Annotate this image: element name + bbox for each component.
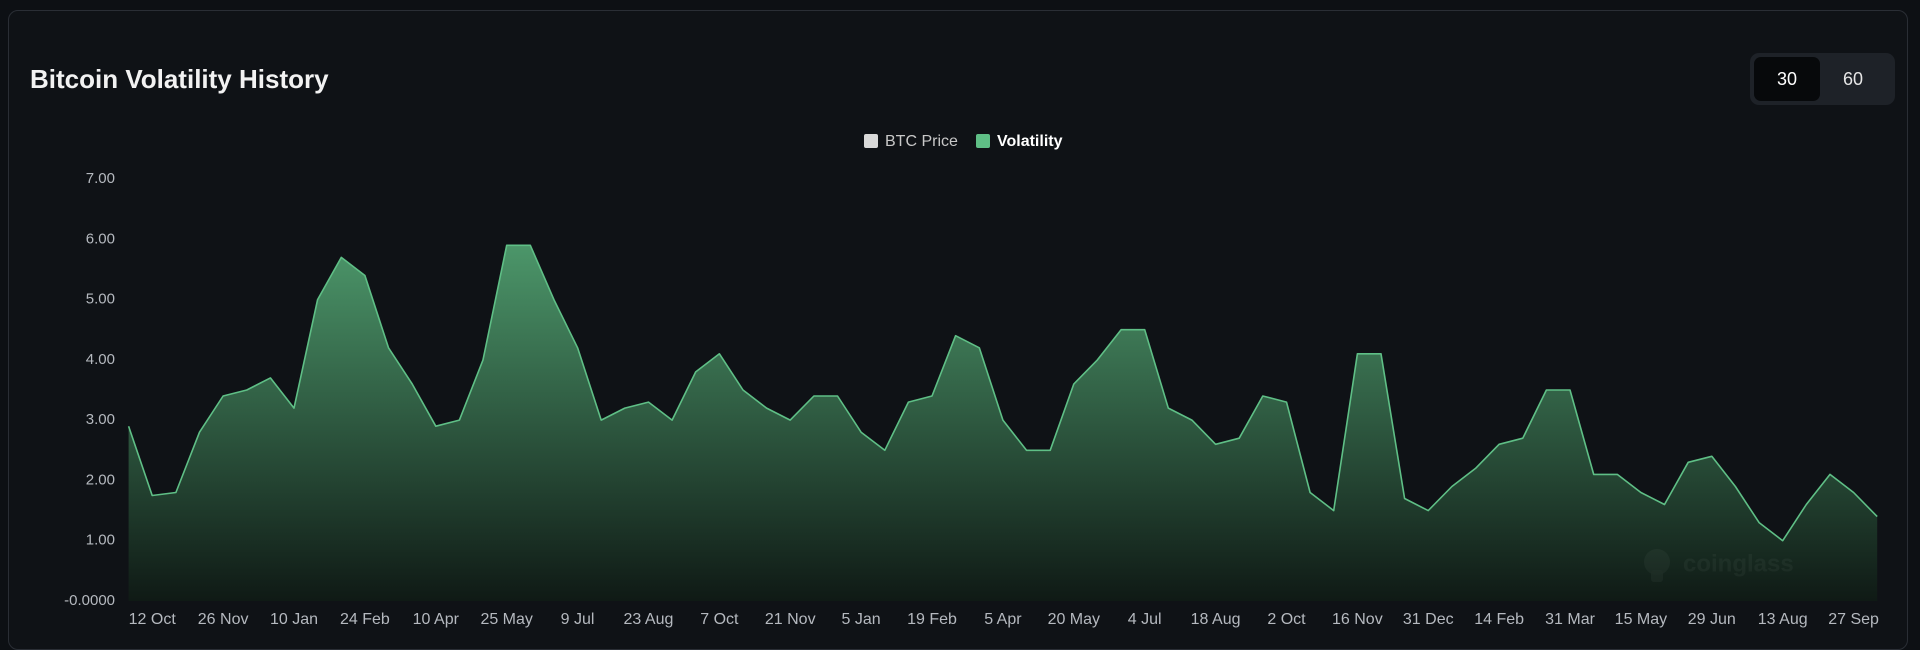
- period-toggle: 30 60: [1750, 53, 1895, 105]
- x-tick-label: 24 Feb: [340, 611, 390, 628]
- x-tick-label: 5 Jan: [842, 611, 881, 628]
- x-tick-label: 5 Apr: [984, 611, 1022, 628]
- period-button[interactable]: 60: [1842, 68, 1864, 89]
- y-tick-label: 6.00: [86, 230, 115, 247]
- y-tick-label: 1.00: [86, 532, 115, 549]
- x-tick-label: 31 Dec: [1403, 611, 1454, 628]
- legend-swatch: [976, 134, 990, 148]
- legend-label: BTC Price: [885, 133, 958, 150]
- x-tick-label: 9 Jul: [561, 611, 595, 628]
- x-tick-label: 19 Feb: [907, 611, 957, 628]
- x-tick-label: 29 Jun: [1688, 611, 1736, 628]
- x-tick-label: 7 Oct: [700, 611, 739, 628]
- x-tick-label: 4 Jul: [1128, 611, 1162, 628]
- x-tick-label: 27 Sep: [1828, 611, 1879, 628]
- x-tick-label: 10 Apr: [413, 611, 460, 628]
- x-tick-label: 2 Oct: [1267, 611, 1306, 628]
- x-tick-label: 18 Aug: [1191, 611, 1241, 628]
- x-tick-label: 31 Mar: [1545, 611, 1595, 628]
- period-button[interactable]: 30: [1754, 57, 1820, 101]
- y-tick-label: 2.00: [86, 471, 115, 488]
- x-tick-label: 12 Oct: [129, 611, 177, 628]
- x-tick-label: 10 Jan: [270, 611, 318, 628]
- x-tick-label: 16 Nov: [1332, 611, 1383, 628]
- area: [128, 245, 1878, 602]
- x-tick-label: 23 Aug: [624, 611, 674, 628]
- x-tick-label: 14 Feb: [1474, 611, 1524, 628]
- x-tick-label: 13 Aug: [1758, 611, 1808, 628]
- legend-label: Volatility: [997, 133, 1063, 150]
- chart-title: Bitcoin Volatility History: [30, 64, 329, 94]
- x-tick-label: 15 May: [1615, 611, 1667, 628]
- y-tick-label: 4.00: [86, 351, 115, 368]
- y-tick-label: 7.00: [86, 170, 115, 187]
- line: [127, 244, 1878, 542]
- y-tick-label: 5.00: [86, 291, 115, 308]
- x-tick-label: 26 Nov: [198, 611, 249, 628]
- y-tick-label: -0.0000: [64, 592, 115, 609]
- x-tick-label: 25 May: [480, 611, 532, 628]
- x-tick-label: 20 May: [1048, 611, 1100, 628]
- legend-swatch: [864, 134, 878, 148]
- x-tick-label: 21 Nov: [765, 611, 816, 628]
- chart: Bitcoin Volatility History coinglass -0.…: [30, 64, 1879, 628]
- y-tick-label: 3.00: [86, 411, 115, 428]
- page: {"chart_data": { "type": "area", "title"…: [8, 10, 1908, 650]
